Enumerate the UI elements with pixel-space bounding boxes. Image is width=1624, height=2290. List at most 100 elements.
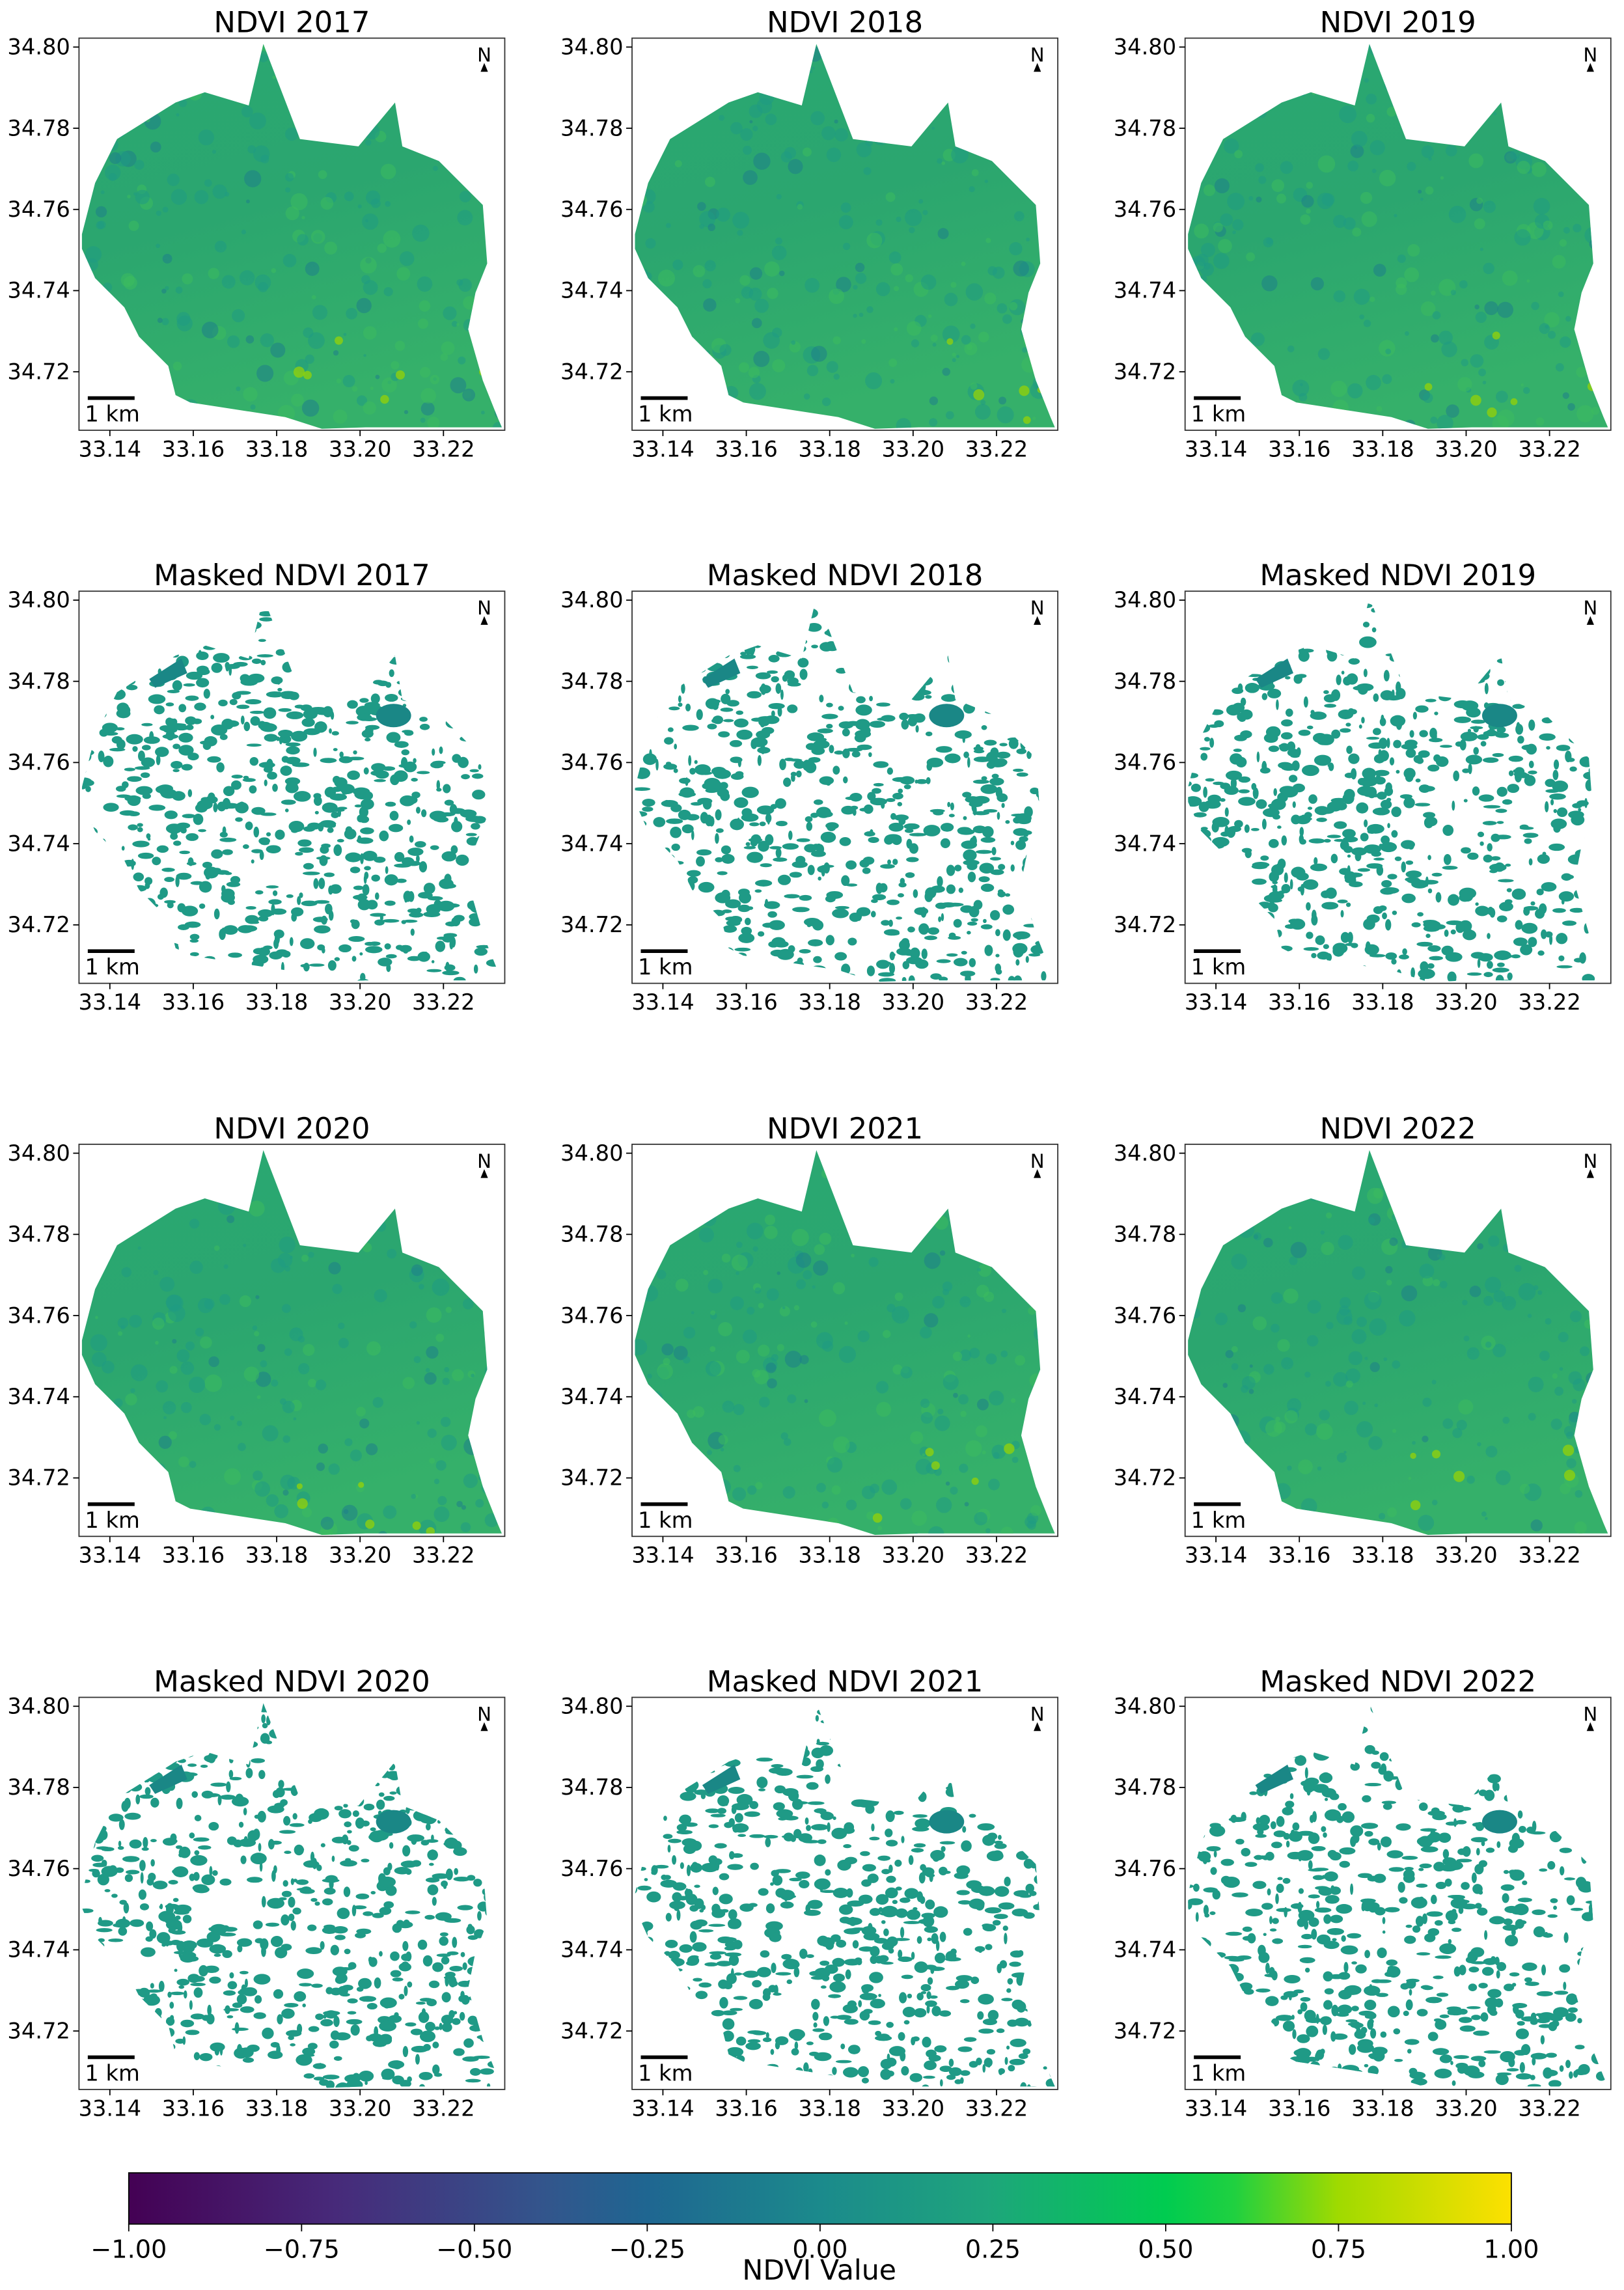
- vegetation-patch: [92, 926, 102, 938]
- ndvi-patch: [435, 1460, 447, 1471]
- ndvi-patch: [286, 49, 293, 57]
- ndvi-patch: [1188, 1465, 1199, 1476]
- ndvi-patch: [1597, 1254, 1607, 1265]
- vegetation-patch: [260, 659, 266, 666]
- vegetation-patch: [481, 736, 486, 741]
- vegetation-patch: [1412, 607, 1416, 611]
- vegetation-patch: [715, 857, 723, 862]
- ndvi-patch: [192, 1150, 198, 1154]
- ndvi-patch: [195, 1327, 204, 1337]
- vegetation-patch: [1279, 646, 1292, 650]
- vegetation-patch: [872, 667, 879, 672]
- vegetation-patch: [955, 684, 961, 696]
- ndvi-patch: [722, 1400, 735, 1413]
- vegetation-patch: [950, 802, 954, 810]
- ndvi-patch: [1433, 76, 1450, 92]
- vegetation-patch: [1360, 965, 1368, 975]
- vegetation-patch: [654, 853, 665, 858]
- ndvi-patch: [976, 1284, 989, 1298]
- ndvi-patch: [1360, 191, 1373, 204]
- ndvi-patch: [1483, 200, 1496, 214]
- vegetation-patch: [142, 793, 151, 799]
- ndvi-patch: [696, 362, 713, 379]
- ndvi-patch: [1026, 1420, 1033, 1427]
- ndvi-patch: [105, 139, 118, 152]
- vegetation-patch: [1385, 653, 1403, 657]
- ndvi-patch: [411, 1493, 417, 1499]
- vegetation-patch: [1541, 649, 1558, 659]
- vegetation-patch: [1363, 918, 1375, 930]
- ndvi-patch: [950, 282, 957, 288]
- ndvi-patch: [918, 199, 924, 204]
- vegetation-patch: [149, 658, 187, 688]
- ndvi-patch: [301, 1507, 312, 1518]
- vegetation-patch: [694, 760, 698, 764]
- vegetation-patch: [474, 621, 478, 628]
- vegetation-patch: [664, 607, 672, 614]
- vegetation-patch: [1401, 861, 1407, 873]
- vegetation-patch: [648, 845, 665, 857]
- ndvi-patch: [998, 160, 1010, 172]
- vegetation-patch: [1452, 801, 1455, 811]
- vegetation-patch: [680, 910, 695, 915]
- vegetation-patch: [977, 603, 989, 612]
- ndvi-patch: [1225, 1414, 1239, 1429]
- vegetation-patch: [959, 971, 976, 977]
- ndvi-patch: [946, 57, 950, 61]
- vegetation-patch: [745, 917, 751, 926]
- ndvi-patch: [1595, 124, 1606, 135]
- vegetation-patch: [472, 717, 484, 726]
- vegetation-patch: [150, 1839, 157, 1843]
- vegetation-patch: [637, 642, 650, 653]
- vegetation-patch: [497, 674, 501, 686]
- panel-title: Masked NDVI 2020: [154, 1664, 430, 1699]
- ndvi-patch: [937, 1408, 944, 1414]
- vegetation-patch: [232, 1748, 245, 1756]
- vegetation-patch: [416, 855, 420, 863]
- ndvi-patch: [201, 1166, 219, 1184]
- vegetation-patch: [655, 759, 659, 771]
- vegetation-patch: [199, 881, 212, 893]
- ndvi-patch: [81, 189, 89, 199]
- vegetation-patch: [1314, 966, 1330, 972]
- vegetation-patch: [465, 663, 472, 674]
- vegetation-patch: [482, 1975, 497, 1984]
- vegetation-patch: [1010, 645, 1021, 651]
- vegetation-patch: [1040, 621, 1047, 625]
- vegetation-patch: [131, 636, 148, 646]
- ndvi-patch: [683, 1356, 691, 1364]
- vegetation-patch: [425, 680, 434, 689]
- ndvi-patch: [189, 1219, 200, 1229]
- vegetation-patch: [1538, 622, 1554, 630]
- ndvi-patch: [1276, 193, 1287, 204]
- vegetation-patch: [490, 911, 502, 918]
- ndvi-patch: [1591, 407, 1600, 415]
- ndvi-patch: [443, 306, 457, 320]
- vegetation-patch: [492, 833, 500, 844]
- vegetation-patch: [638, 598, 642, 608]
- vegetation-patch: [1340, 728, 1351, 733]
- vegetation-patch: [642, 799, 655, 807]
- vegetation-patch: [979, 605, 997, 614]
- vegetation-patch: [133, 872, 145, 882]
- vegetation-patch: [242, 2057, 255, 2063]
- ndvi-patch: [127, 195, 131, 199]
- ndvi-patch: [804, 393, 810, 400]
- ndvi-patch: [984, 292, 997, 305]
- vegetation-patch: [1483, 805, 1501, 808]
- ndvi-bright: [365, 1519, 375, 1529]
- vegetation-patch: [808, 939, 823, 946]
- axes-frame: [78, 37, 506, 431]
- vegetation-patch: [1564, 612, 1573, 622]
- vegetation-patch: [900, 776, 915, 785]
- vegetation-patch: [646, 665, 661, 673]
- ndvi-patch: [819, 1232, 832, 1245]
- vegetation-patch: [351, 956, 357, 962]
- vegetation-patch: [182, 814, 196, 819]
- vegetation-patch: [430, 761, 444, 769]
- vegetation-patch: [963, 702, 975, 714]
- vegetation-patch: [161, 868, 175, 872]
- ndvi-patch: [861, 339, 866, 344]
- vegetation-patch: [1224, 672, 1233, 682]
- vegetation-patch: [372, 680, 384, 685]
